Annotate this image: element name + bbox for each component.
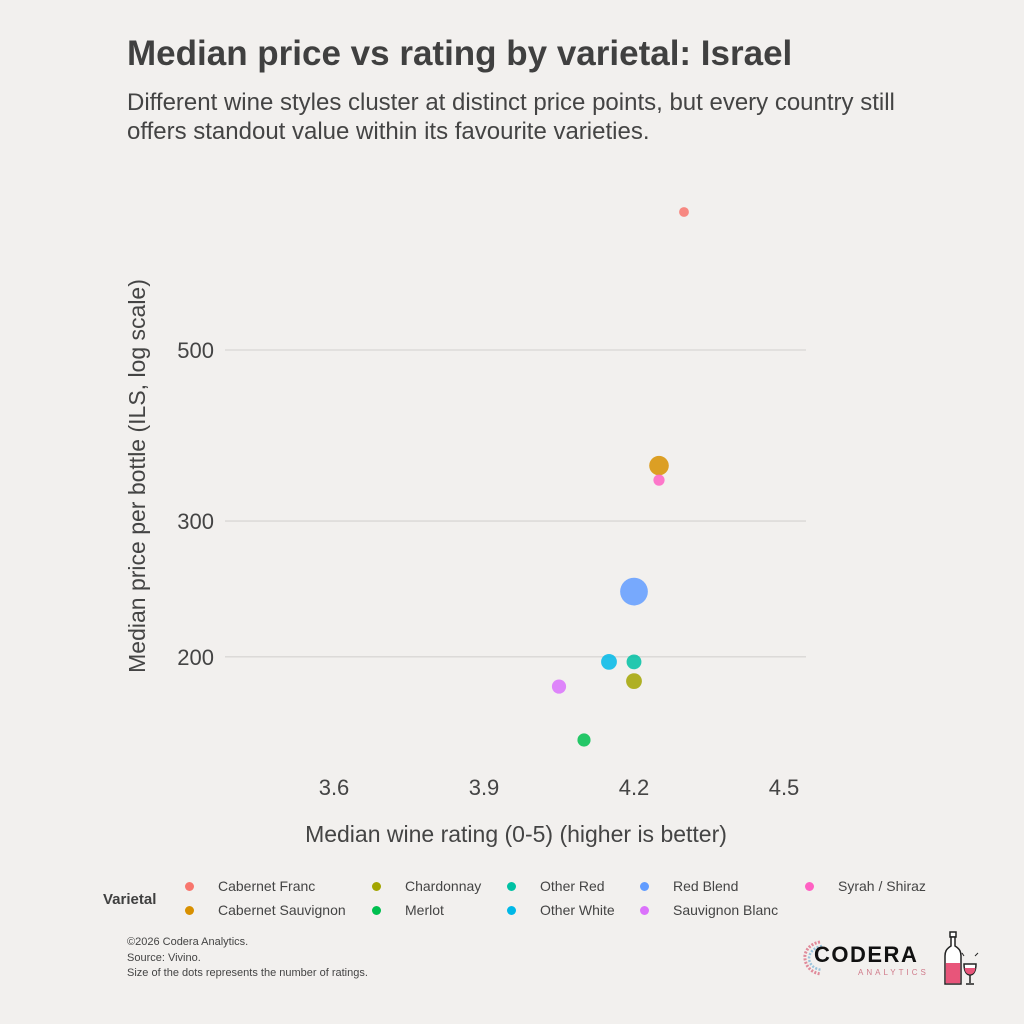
legend-dot-icon xyxy=(372,881,381,891)
y-axis-title: Median price per bottle (ILS, log scale) xyxy=(124,279,150,673)
point-other-white[interactable] xyxy=(601,653,617,670)
y-tick-label: 200 xyxy=(177,645,214,670)
legend-label: Cabernet Sauvignon xyxy=(218,902,346,918)
legend-label: Red Blend xyxy=(673,878,739,894)
logo-swirl-icon xyxy=(803,940,823,976)
legend-dot-icon xyxy=(805,881,814,891)
legend-item[interactable]: Other Red xyxy=(507,878,605,894)
legend-item[interactable]: Cabernet Franc xyxy=(185,878,315,894)
x-tick-label: 4.2 xyxy=(619,775,650,800)
legend-item[interactable]: Sauvignon Blanc xyxy=(640,902,778,918)
point-chardonnay[interactable] xyxy=(626,673,642,690)
point-other-red[interactable] xyxy=(626,654,642,670)
legend-label: Other Red xyxy=(540,878,605,894)
point-cabernet-sauvignon[interactable] xyxy=(649,455,669,476)
scatter-plot: 200 300 500 3.6 3.9 4.2 4.5 Median price per … xyxy=(124,207,806,847)
legend-label: Other White xyxy=(540,902,615,918)
chart-title: Median price vs rating by varietal: Isra… xyxy=(127,34,793,73)
wine-bottle-glass-icon xyxy=(944,931,979,985)
x-tick-label: 4.5 xyxy=(769,775,800,800)
codera-logo: CODERA ANALYTICS xyxy=(802,937,926,979)
legend-dot-icon xyxy=(640,905,649,915)
legend-item[interactable]: Red Blend xyxy=(640,878,738,894)
logo-wordmark: CODERA xyxy=(814,942,919,967)
x-tick-label: 3.6 xyxy=(319,775,350,800)
size-note-text: Size of the dots represents the number o… xyxy=(127,967,368,979)
legend-dot-icon xyxy=(507,905,516,915)
x-axis-title: Median wine rating (0-5) (higher is bett… xyxy=(305,821,727,847)
legend-dot-icon xyxy=(640,881,649,891)
legend: Varietal Cabernet Franc Cabernet Sauvigno… xyxy=(103,876,963,926)
y-axis-ticks: 200 300 500 xyxy=(177,338,214,670)
data-points xyxy=(551,207,689,747)
legend-item[interactable]: Chardonnay xyxy=(372,878,481,894)
y-tick-label: 300 xyxy=(177,509,214,534)
legend-label: Sauvignon Blanc xyxy=(673,902,779,918)
chart-subtitle: Different wine styles cluster at distinc… xyxy=(127,89,895,145)
legend-item[interactable]: Merlot xyxy=(372,902,444,918)
x-tick-label: 3.9 xyxy=(469,775,500,800)
legend-item[interactable]: Cabernet Sauvignon xyxy=(185,902,346,918)
x-axis-ticks: 3.6 3.9 4.2 4.5 xyxy=(319,775,800,800)
legend-title: Varietal xyxy=(103,891,157,908)
footer: ©2026 Codera Analytics. Source: Vivino. … xyxy=(127,935,368,982)
legend-dot-icon xyxy=(507,881,516,891)
point-syrah-shiraz[interactable] xyxy=(653,474,665,486)
source-text: Source: Vivino. xyxy=(127,951,201,964)
legend-dot-icon xyxy=(185,905,194,915)
point-red-blend[interactable] xyxy=(620,577,648,606)
legend-label: Syrah / Shiraz xyxy=(838,878,926,894)
point-cabernet-franc[interactable] xyxy=(679,207,689,217)
legend-dot-icon xyxy=(372,905,381,915)
legend-label: Chardonnay xyxy=(405,878,482,894)
copyright-text: ©2026 Codera Analytics. xyxy=(127,936,249,948)
legend-label: Merlot xyxy=(405,902,444,918)
point-sauvignon-blanc[interactable] xyxy=(551,679,567,694)
legend-item[interactable]: Other White xyxy=(507,902,615,918)
y-tick-label: 500 xyxy=(177,338,214,363)
legend-item[interactable]: Syrah / Shiraz xyxy=(805,878,926,894)
legend-dot-icon xyxy=(185,881,194,891)
logo-subtitle: ANALYTICS xyxy=(858,968,929,977)
legend-label: Cabernet Franc xyxy=(218,878,316,894)
point-merlot[interactable] xyxy=(577,733,591,747)
gridlines xyxy=(225,349,806,658)
